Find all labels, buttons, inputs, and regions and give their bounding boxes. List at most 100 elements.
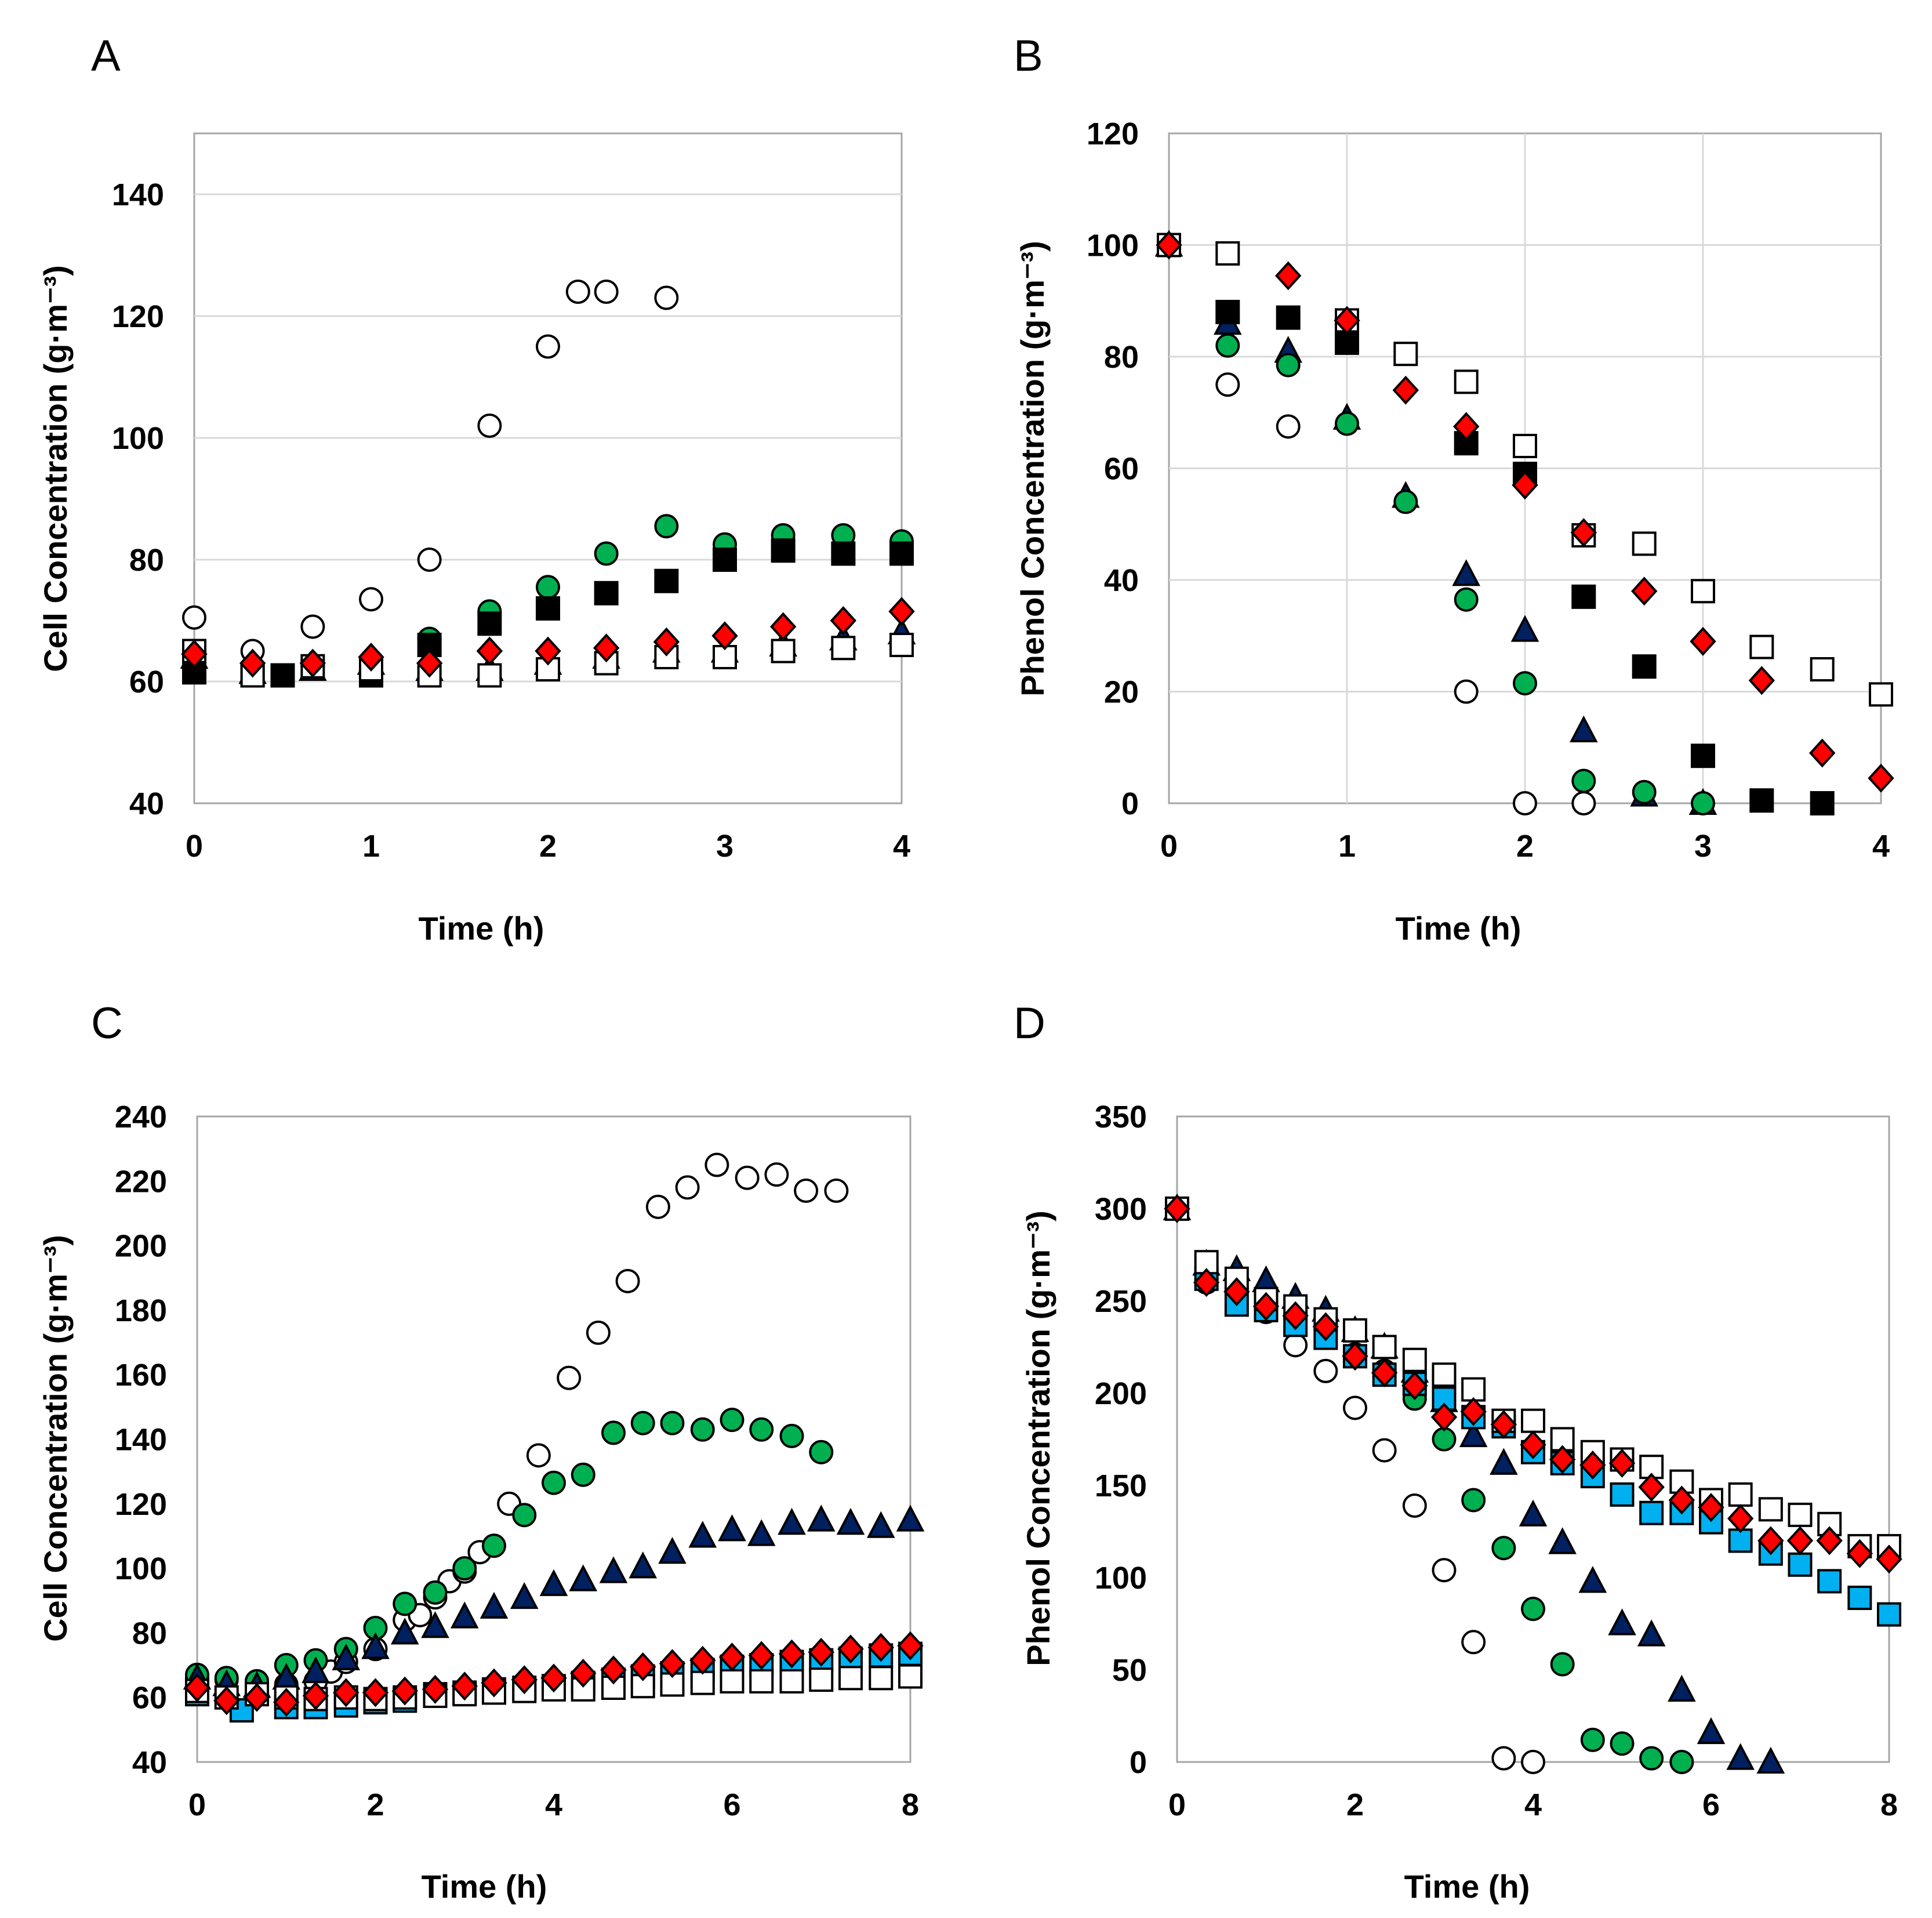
panel-b: B 0 20 40 60 80 100 120 0 1 2 3 4 Time (h) Phenol … <box>1014 31 1894 947</box>
point-open-square-b <box>1749 635 1774 659</box>
x-tick-label-c: 4 <box>545 1788 562 1822</box>
point-blue-triangle-c <box>361 1632 390 1659</box>
panel-d: D 0 50 100 150 200 250 300 350 0 2 4 6 8 Time (h) P… <box>1014 999 1902 1905</box>
point-red-diamond-c <box>391 1676 418 1706</box>
point-black-square-a <box>654 568 679 593</box>
point-black-square-a <box>477 611 502 636</box>
point-open-square-c <box>869 1666 894 1691</box>
point-open-square-a <box>889 633 914 657</box>
panel-letter-c: C <box>91 999 123 1048</box>
point-green-circle-b <box>1513 671 1537 696</box>
y-tick-label-b: 80 <box>1104 340 1139 375</box>
point-blue-triangle-d <box>1608 1608 1636 1636</box>
plot-frame-a <box>193 132 903 804</box>
x-tick-labels-b: 0 1 2 3 4 <box>1160 829 1890 864</box>
x-tick-label-d: 0 <box>1168 1788 1186 1822</box>
point-open-circle-d <box>1461 1630 1486 1655</box>
y-tick-label-c: 200 <box>115 1229 167 1264</box>
point-red-diamond-d <box>1164 1194 1190 1223</box>
point-red-diamond-d <box>1816 1526 1843 1556</box>
point-black-square-b <box>1276 305 1301 330</box>
x-tick-label-c: 2 <box>366 1788 384 1822</box>
point-blue-triangle-c <box>747 1519 776 1546</box>
panel-letter-a: A <box>91 31 121 81</box>
point-red-diamond-d <box>1430 1402 1458 1432</box>
point-red-diamond-b <box>1690 626 1716 656</box>
point-red-diamond-b <box>1452 412 1480 441</box>
point-blue-triangle-c <box>629 1551 658 1579</box>
x-tick-label-d: 2 <box>1346 1788 1364 1822</box>
point-red-diamond-c <box>422 1674 449 1704</box>
point-black-square-a <box>713 548 737 572</box>
point-blue-triangle-c <box>896 1504 925 1532</box>
point-red-diamond-a <box>239 648 266 678</box>
point-green-circle-a <box>536 575 560 600</box>
point-red-diamond-d <box>1638 1473 1665 1502</box>
point-red-diamond-a <box>535 636 561 666</box>
x-tick-label-d: 8 <box>1880 1788 1898 1822</box>
point-black-square-b <box>1810 791 1835 815</box>
y-tick-label-d: 350 <box>1095 1100 1147 1134</box>
point-red-diamond-d <box>1786 1526 1814 1556</box>
point-open-circle-d <box>1491 1746 1516 1771</box>
point-black-square-a <box>270 663 295 688</box>
point-red-diamond-b <box>1868 763 1894 793</box>
point-blue-triangle-c <box>450 1601 479 1629</box>
point-black-square-a <box>889 541 914 566</box>
data-points-b <box>1154 230 1894 815</box>
y-tick-label-c: 100 <box>115 1551 167 1586</box>
point-blue-triangle-c <box>390 1618 419 1645</box>
y-tick-label-d: 0 <box>1130 1745 1147 1780</box>
point-blue-triangle-c <box>688 1521 717 1548</box>
point-blue-triangle-c <box>718 1514 746 1542</box>
point-open-square-d <box>1402 1347 1427 1372</box>
point-open-square-b <box>1632 531 1657 556</box>
point-red-diamond-d <box>1579 1451 1606 1480</box>
point-green-circle-b <box>1335 411 1359 436</box>
point-open-circle-d <box>1432 1558 1457 1583</box>
x-tick-labels-a: 0 1 2 3 4 <box>186 829 910 864</box>
point-blue-triangle-d <box>1548 1527 1577 1554</box>
point-red-diamond-c <box>808 1637 834 1667</box>
point-open-square-d <box>1343 1318 1367 1343</box>
point-red-diamond-c <box>481 1668 507 1698</box>
point-open-circle-c <box>586 1320 611 1345</box>
point-red-diamond-a <box>888 597 915 626</box>
y-tick-labels-a: 40 60 80 100 120 140 <box>112 177 164 821</box>
point-black-square-b <box>1335 330 1359 355</box>
x-tick-labels-d: 0 2 4 6 8 <box>1168 1788 1898 1822</box>
y-tick-label-b: 100 <box>1087 229 1139 263</box>
x-tick-label-b: 2 <box>1516 829 1534 864</box>
point-black-square-b <box>1215 300 1240 324</box>
point-red-diamond-c <box>570 1658 597 1688</box>
point-red-diamond-d <box>1757 1526 1784 1556</box>
point-open-square-c <box>898 1664 923 1689</box>
point-open-circle-a <box>654 285 679 310</box>
point-open-circle-c <box>824 1178 849 1203</box>
x-tick-label-c: 6 <box>723 1788 740 1822</box>
point-red-diamond-a <box>653 627 680 657</box>
point-red-diamond-d <box>1608 1448 1636 1478</box>
x-tick-label-b: 1 <box>1338 829 1356 864</box>
point-blue-triangle-c <box>807 1504 836 1532</box>
point-green-circle-c <box>571 1462 595 1487</box>
point-open-circle-d <box>1372 1438 1397 1463</box>
point-green-circle-a <box>594 541 619 566</box>
x-tick-label-a: 4 <box>893 829 910 864</box>
point-blue-triangle-c <box>658 1536 687 1564</box>
point-open-circle-a <box>182 605 206 630</box>
point-open-square-d <box>1788 1502 1813 1527</box>
point-open-circle-a <box>536 334 560 359</box>
point-open-square-b <box>1215 241 1240 266</box>
x-axis-title-b: Time (h) <box>1396 910 1521 947</box>
point-open-square-c <box>720 1669 745 1694</box>
point-open-circle-c <box>735 1165 760 1190</box>
point-green-circle-a <box>654 514 679 539</box>
point-red-diamond-d <box>1698 1493 1724 1522</box>
point-open-square-b <box>1869 682 1893 707</box>
point-open-circle-d <box>1521 1750 1545 1774</box>
point-open-square-b <box>1454 369 1479 394</box>
point-blue-triangle-d <box>1668 1674 1696 1702</box>
point-red-diamond-c <box>659 1649 686 1678</box>
point-open-square-d <box>1521 1408 1545 1433</box>
